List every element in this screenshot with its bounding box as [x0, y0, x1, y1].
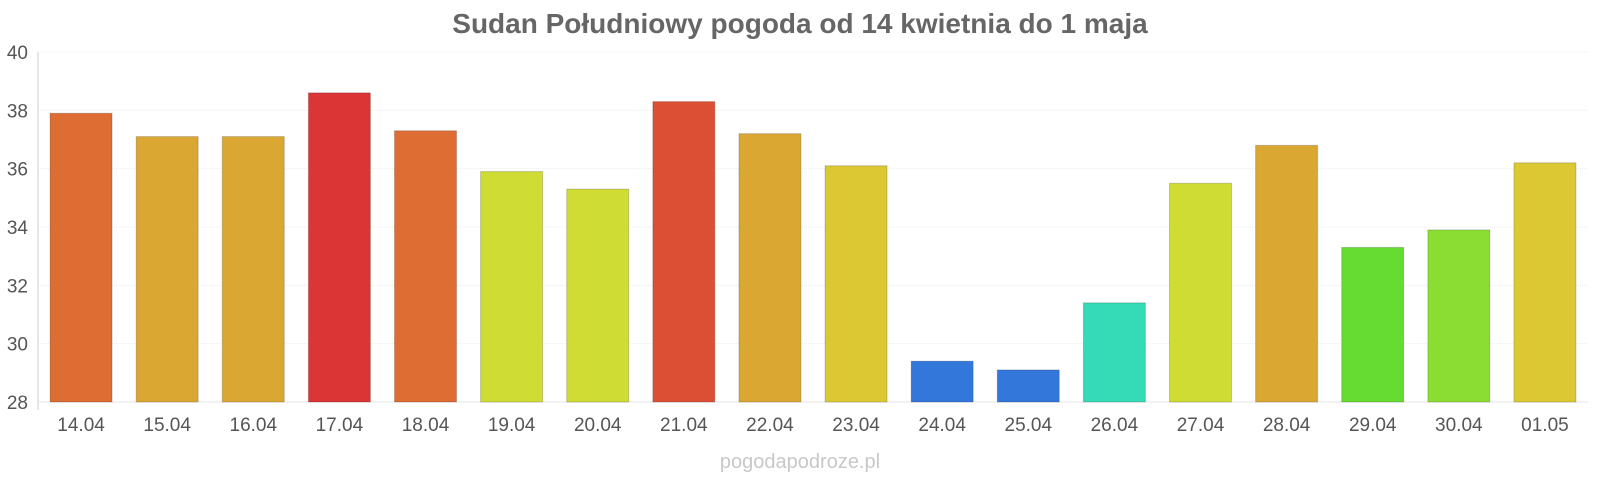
y-tick-label: 38	[7, 101, 28, 122]
bar-20.04	[566, 188, 630, 403]
chart-title: Sudan Południowy pogoda od 14 kwietnia d…	[452, 8, 1148, 39]
x-tick-label: 29.04	[1349, 415, 1397, 436]
y-axis-ticks: 28 30 32 34 36 38 40	[7, 43, 29, 414]
y-tick-label: 40	[7, 43, 28, 64]
y-tick-label: 36	[7, 160, 28, 181]
watermark: pogodapodroze.pl	[720, 451, 880, 473]
bar-25.04	[996, 369, 1060, 403]
x-tick-label: 15.04	[143, 415, 191, 436]
x-tick-label: 14.04	[57, 415, 105, 436]
bar-15.04	[135, 136, 199, 403]
x-tick-label: 27.04	[1177, 415, 1225, 436]
bar-24.04	[910, 360, 974, 403]
bar-16.04	[221, 136, 285, 403]
x-tick-label: 22.04	[746, 415, 794, 436]
bar-27.04	[1169, 182, 1232, 403]
x-tick-label: 17.04	[316, 415, 364, 436]
x-tick-label: 26.04	[1091, 415, 1139, 436]
y-tick-label: 30	[7, 335, 28, 356]
x-tick-label: 19.04	[488, 415, 536, 436]
bar-22.04	[738, 133, 802, 403]
x-tick-label: 18.04	[402, 415, 450, 436]
bar-19.04	[480, 171, 544, 403]
bar-28.04	[1255, 144, 1319, 403]
x-tick-label: 20.04	[574, 415, 622, 436]
x-tick-label: 25.04	[1005, 415, 1053, 436]
x-tick-label: 24.04	[918, 415, 966, 436]
y-tick-label: 28	[7, 393, 28, 414]
axes	[37, 52, 1588, 410]
y-tick-label: 32	[7, 276, 28, 297]
bar-21.04	[652, 101, 716, 403]
bar-29.04	[1341, 246, 1405, 403]
bar-17.04	[307, 92, 371, 403]
bar-30.04	[1427, 229, 1491, 403]
y-tick-label: 34	[7, 218, 29, 239]
bar-26.04	[1082, 302, 1146, 403]
bar-18.04	[394, 130, 457, 403]
x-axis-ticks: 14.04 15.04 16.04 17.04 18.04 19.04 20.04 21.04…	[57, 415, 1568, 436]
bar-01.05	[1513, 162, 1577, 403]
x-tick-label: 23.04	[832, 415, 880, 436]
x-tick-label: 01.05	[1521, 415, 1569, 436]
grid-lines	[38, 51, 1588, 345]
x-tick-label: 28.04	[1263, 415, 1311, 436]
bars	[49, 92, 1577, 403]
x-tick-label: 30.04	[1435, 415, 1483, 436]
x-tick-label: 16.04	[230, 415, 278, 436]
bar-23.04	[824, 165, 888, 403]
x-tick-label: 21.04	[660, 415, 708, 436]
bar-14.04	[49, 112, 113, 403]
